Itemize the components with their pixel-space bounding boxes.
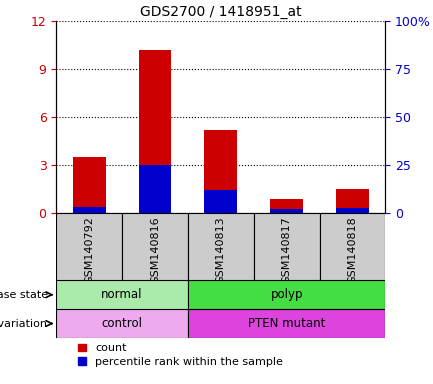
Text: disease state: disease state [0, 290, 48, 300]
Bar [204, 130, 237, 213]
Legend: count, percentile rank within the sample: count, percentile rank within the sample [78, 343, 283, 367]
Text: GSM140813: GSM140813 [216, 217, 226, 284]
Text: GSM140817: GSM140817 [281, 217, 292, 284]
Bar [336, 189, 369, 213]
Bar [204, 190, 237, 213]
Bar [56, 213, 122, 280]
Text: genotype/variation: genotype/variation [0, 318, 48, 329]
Text: PTEN mutant: PTEN mutant [248, 317, 325, 330]
Text: polyp: polyp [270, 288, 303, 301]
Text: GSM140818: GSM140818 [347, 217, 358, 284]
Bar [320, 213, 385, 280]
Bar [56, 309, 188, 338]
Bar [122, 213, 188, 280]
Text: normal: normal [101, 288, 143, 301]
Text: control: control [102, 317, 142, 330]
Bar [188, 213, 254, 280]
Bar [139, 50, 171, 213]
Bar [73, 207, 106, 213]
Bar [336, 208, 369, 213]
Bar [56, 280, 188, 309]
Bar [188, 280, 385, 309]
Bar [139, 165, 171, 213]
Bar [188, 309, 385, 338]
Text: GSM140816: GSM140816 [150, 217, 160, 284]
Text: GSM140792: GSM140792 [84, 217, 94, 285]
Bar [270, 199, 303, 213]
Bar [73, 157, 106, 213]
Bar [254, 213, 320, 280]
Title: GDS2700 / 1418951_at: GDS2700 / 1418951_at [140, 5, 302, 19]
Bar [270, 209, 303, 213]
